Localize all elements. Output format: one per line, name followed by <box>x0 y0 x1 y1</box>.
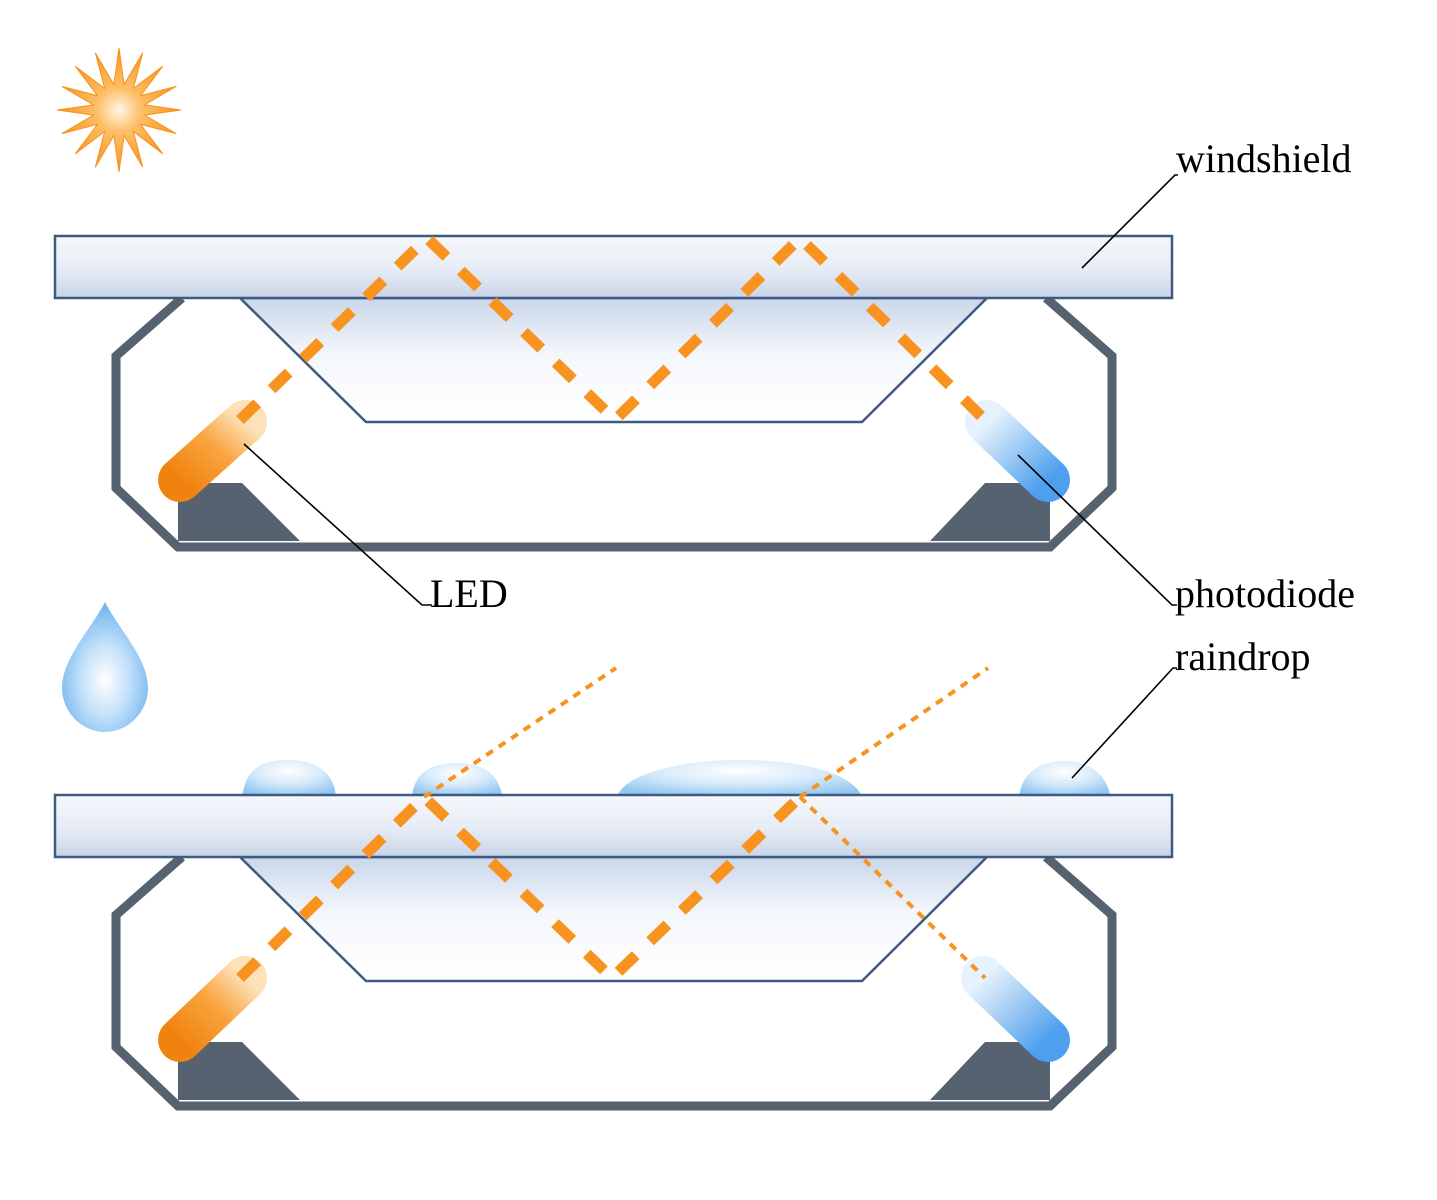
led-mount <box>178 1042 300 1100</box>
sensor-housing <box>111 294 1117 552</box>
photodiode <box>965 400 1070 502</box>
sensor-dry <box>53 232 1174 552</box>
windshield-label: windshield <box>1176 136 1352 181</box>
windshield-callout: windshield <box>1081 136 1352 269</box>
raindrop-blob <box>617 760 862 797</box>
windshield-glass <box>53 234 1174 300</box>
raindrop-callout: raindrop <box>1071 634 1311 779</box>
photodiode-mount <box>930 1042 1050 1100</box>
light-beam-weak <box>798 795 987 980</box>
raindrop-icon <box>62 602 148 732</box>
photodiode-mount <box>930 483 1050 541</box>
led <box>158 956 267 1062</box>
light-escape <box>422 666 618 799</box>
raindrop-blob <box>242 760 336 797</box>
raindrop-blob <box>412 763 502 797</box>
light-escape <box>798 666 990 799</box>
sensor-housing <box>111 853 1117 1111</box>
photodiode-label: photodiode <box>1175 571 1355 616</box>
led-callout: LED <box>243 443 508 616</box>
sensor-wet <box>53 666 1174 1111</box>
led-label: LED <box>430 571 508 616</box>
photodiode <box>961 956 1070 1062</box>
sun-icon <box>56 47 182 173</box>
optical-prism <box>236 855 991 983</box>
windshield-glass <box>53 793 1174 859</box>
photodiode-callout: photodiode <box>1017 454 1355 616</box>
led <box>158 400 267 502</box>
led-mount <box>178 483 300 541</box>
raindrop-label: raindrop <box>1175 634 1311 679</box>
raindrop-blob <box>1019 761 1110 797</box>
